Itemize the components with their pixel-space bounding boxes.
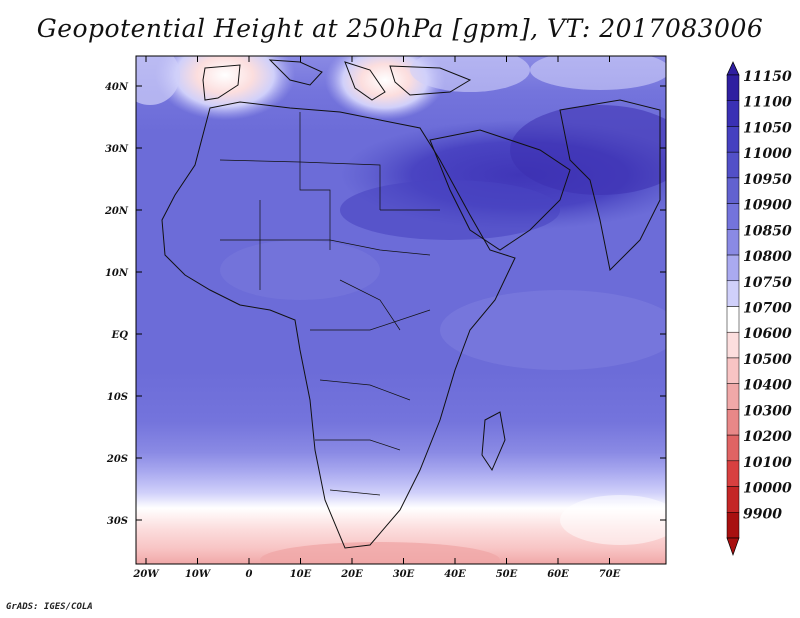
colorbar-swatch bbox=[726, 383, 740, 410]
colorbar-swatch bbox=[726, 486, 740, 513]
colorbar: 11150 11100 11050 11000 10950 10900 10850 10800… bbox=[726, 61, 792, 557]
coastlines bbox=[161, 59, 661, 549]
lat-label: 10S bbox=[107, 392, 128, 403]
longitude-axis: 20W 10W 0 10E 20E 30E 40E 50E 60E 70E bbox=[132, 56, 621, 580]
lon-label: 10W bbox=[185, 569, 212, 580]
colorbar-label: 10200 bbox=[743, 429, 792, 445]
colorbar-label: 10400 bbox=[743, 378, 792, 394]
colorbar-swatch bbox=[726, 331, 740, 359]
plot-frame bbox=[135, 55, 667, 565]
lon-label: 20E bbox=[340, 569, 363, 580]
colorbar-label: 10100 bbox=[743, 455, 792, 471]
colorbar-swatch bbox=[726, 306, 740, 333]
country-borders bbox=[219, 112, 440, 496]
colorbar-swatch bbox=[726, 254, 740, 282]
colorbar-label: 10500 bbox=[743, 352, 792, 368]
lat-label: 30N bbox=[105, 144, 129, 155]
colorbar-swatch bbox=[726, 151, 740, 179]
software-credit: GrADS: IGES/COLA bbox=[6, 602, 93, 612]
colorbar-label: 10800 bbox=[743, 249, 792, 265]
colorbar-label: 9900 bbox=[743, 506, 782, 522]
colorbar-arrow-top bbox=[726, 61, 740, 76]
colorbar-swatch bbox=[726, 409, 740, 436]
lat-label: 30S bbox=[107, 516, 128, 527]
lon-label: 30E bbox=[393, 569, 415, 580]
colorbar-swatch bbox=[726, 434, 740, 462]
colorbar-arrow-bottom bbox=[726, 537, 740, 557]
lon-label: 20W bbox=[132, 569, 160, 580]
colorbar-swatch bbox=[726, 357, 740, 384]
colorbar-label: 11150 bbox=[743, 69, 792, 85]
colorbar-swatch bbox=[726, 512, 740, 539]
latitude-axis: 40N 30N 20N 10N EQ 10S 20S 30S bbox=[104, 82, 666, 527]
colorbar-label: 10950 bbox=[743, 172, 792, 188]
colorbar-swatch bbox=[726, 100, 740, 127]
colorbar-label: 10750 bbox=[743, 275, 792, 291]
lat-label: 20N bbox=[104, 206, 129, 217]
colorbar-swatch bbox=[726, 203, 740, 230]
lon-label: 0 bbox=[246, 569, 253, 580]
colorbar-swatch bbox=[726, 280, 740, 307]
colorbar-swatch bbox=[726, 229, 740, 256]
colorbar-label: 10300 bbox=[743, 403, 792, 419]
lon-label: 50E bbox=[496, 569, 518, 580]
lat-label: 40N bbox=[105, 82, 129, 93]
colorbar-label: 10000 bbox=[743, 481, 792, 497]
lon-label: 60E bbox=[547, 569, 569, 580]
colorbar-label: 11100 bbox=[743, 95, 792, 111]
lon-label: 10E bbox=[290, 569, 312, 580]
colorbar-label: 11000 bbox=[743, 146, 792, 162]
colorbar-label: 10900 bbox=[743, 198, 792, 214]
colorbar-swatch bbox=[726, 177, 740, 204]
lon-label: 70E bbox=[599, 569, 621, 580]
lat-label: EQ bbox=[111, 330, 129, 341]
lon-label: 40E bbox=[444, 569, 466, 580]
colorbar-swatch bbox=[726, 460, 740, 487]
colorbar-swatch bbox=[726, 74, 740, 101]
colorbar-swatch bbox=[726, 126, 740, 153]
chart-title: Geopotential Height at 250hPa [gpm], VT:… bbox=[36, 14, 764, 43]
colorbar-label: 11050 bbox=[743, 120, 792, 136]
lat-label: 20S bbox=[106, 454, 128, 465]
colorbar-label: 10700 bbox=[743, 301, 792, 317]
colorbar-label: 10850 bbox=[743, 223, 792, 239]
lat-label: 10N bbox=[105, 268, 129, 279]
colorbar-label: 10600 bbox=[743, 326, 792, 342]
height-field bbox=[136, 56, 666, 564]
